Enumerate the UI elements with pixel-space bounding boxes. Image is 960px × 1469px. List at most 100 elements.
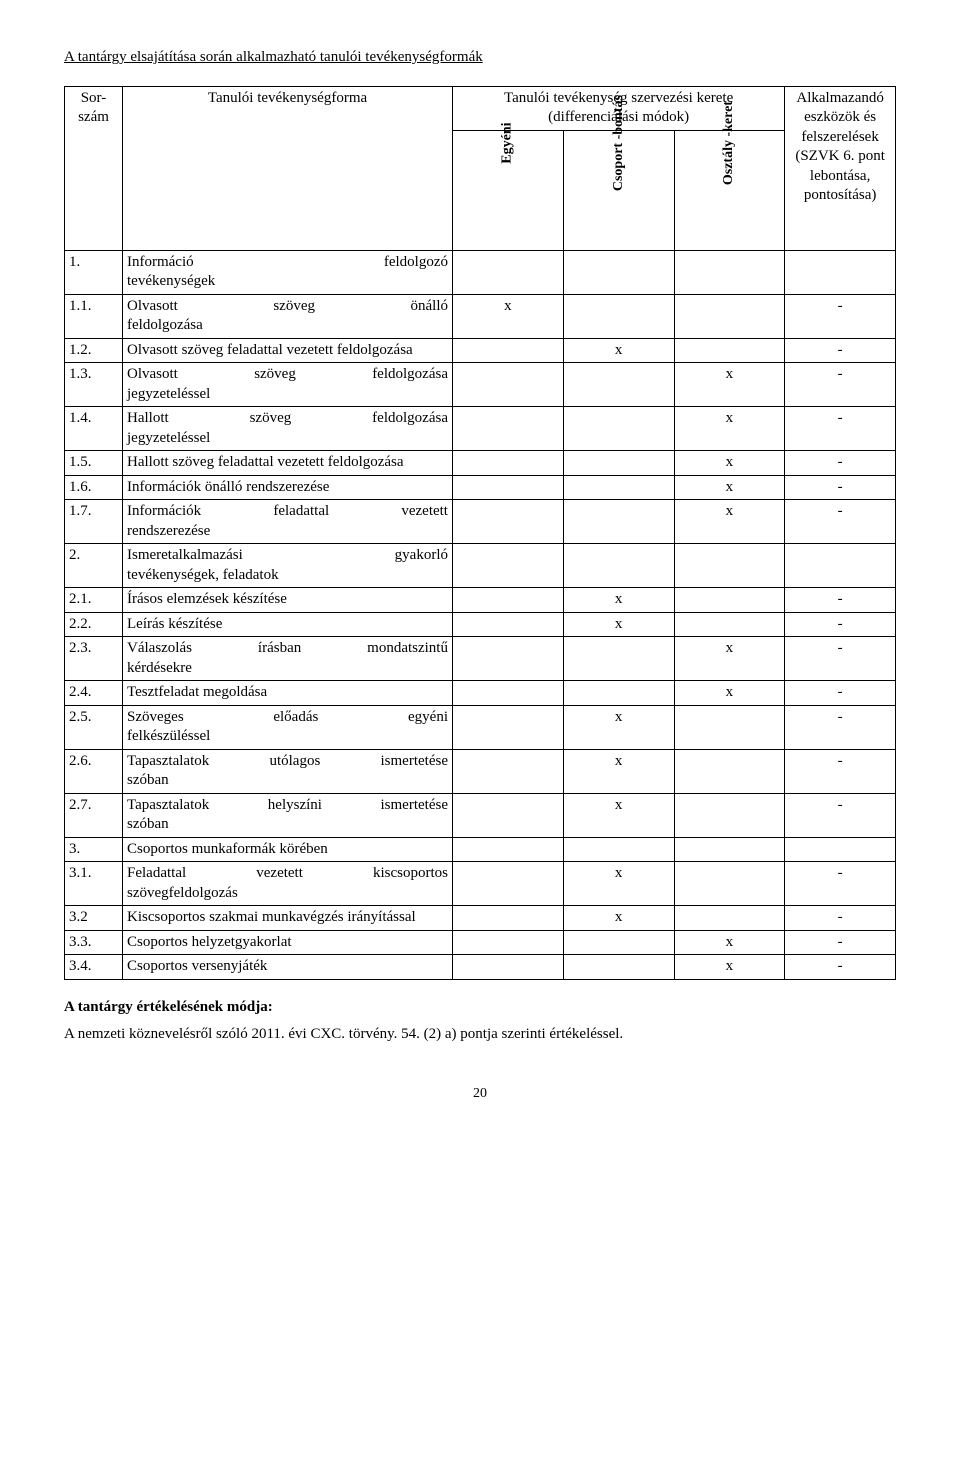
cell-num: 2.1.	[65, 588, 123, 613]
cell-osztaly	[674, 793, 785, 837]
cell-tool: -	[785, 906, 896, 931]
cell-tool: -	[785, 681, 896, 706]
cell-csoport	[563, 955, 674, 980]
cell-activity: Írásos elemzések készítése	[123, 588, 453, 613]
cell-csoport	[563, 363, 674, 407]
cell-tool: -	[785, 338, 896, 363]
table-row: 2.7.Tapasztalatokhelyszíniismertetéseszó…	[65, 793, 896, 837]
cell-tool: -	[785, 637, 896, 681]
table-row: 2.5.Szövegeselőadásegyénifelkészülésselx…	[65, 705, 896, 749]
cell-activity: Tesztfeladat megoldása	[123, 681, 453, 706]
cell-egyeni	[453, 363, 564, 407]
cell-egyeni	[453, 500, 564, 544]
cell-num: 1.	[65, 250, 123, 294]
cell-egyeni	[453, 250, 564, 294]
cell-osztaly: x	[674, 363, 785, 407]
cell-egyeni	[453, 749, 564, 793]
cell-egyeni	[453, 930, 564, 955]
cell-osztaly	[674, 338, 785, 363]
cell-num: 3.1.	[65, 862, 123, 906]
cell-csoport	[563, 250, 674, 294]
cell-csoport: x	[563, 906, 674, 931]
cell-num: 2.6.	[65, 749, 123, 793]
th-osztaly: Osztály -keret	[674, 130, 785, 250]
cell-egyeni	[453, 681, 564, 706]
cell-activity: Szövegeselőadásegyénifelkészüléssel	[123, 705, 453, 749]
cell-csoport	[563, 544, 674, 588]
cell-csoport: x	[563, 588, 674, 613]
cell-csoport	[563, 475, 674, 500]
cell-tool: -	[785, 475, 896, 500]
cell-osztaly	[674, 612, 785, 637]
cell-osztaly: x	[674, 407, 785, 451]
cell-activity: Válaszolásírásbanmondatszintűkérdésekre	[123, 637, 453, 681]
cell-activity: Információk önálló rendszerezése	[123, 475, 453, 500]
cell-osztaly	[674, 294, 785, 338]
cell-tool	[785, 250, 896, 294]
cell-csoport	[563, 407, 674, 451]
th-osztaly-label: Osztály -keret	[720, 101, 738, 185]
cell-csoport: x	[563, 705, 674, 749]
cell-num: 2.4.	[65, 681, 123, 706]
cell-csoport	[563, 930, 674, 955]
cell-num: 2.7.	[65, 793, 123, 837]
table-body: 1.Információfeldolgozótevékenységek1.1.O…	[65, 250, 896, 979]
cell-osztaly	[674, 544, 785, 588]
cell-num: 3.3.	[65, 930, 123, 955]
cell-osztaly	[674, 837, 785, 862]
cell-tool: -	[785, 451, 896, 476]
th-sorszam: Sor-szám	[65, 86, 123, 250]
cell-osztaly	[674, 906, 785, 931]
cell-egyeni	[453, 793, 564, 837]
cell-tool: -	[785, 363, 896, 407]
cell-egyeni	[453, 451, 564, 476]
th-csoport: Csoport -bontás	[563, 130, 674, 250]
th-tools: Alkalmazandó eszközök és felszerelések (…	[785, 86, 896, 250]
cell-tool: -	[785, 862, 896, 906]
table-row: 2.3.Válaszolásírásbanmondatszintűkérdése…	[65, 637, 896, 681]
cell-egyeni	[453, 955, 564, 980]
cell-egyeni	[453, 544, 564, 588]
cell-egyeni	[453, 637, 564, 681]
cell-egyeni	[453, 475, 564, 500]
th-egyeni: Egyéni	[453, 130, 564, 250]
cell-activity: Feladattalvezetettkiscsoportosszövegfeld…	[123, 862, 453, 906]
cell-osztaly: x	[674, 451, 785, 476]
table-row: 2.1.Írásos elemzések készítésex-	[65, 588, 896, 613]
cell-num: 1.3.	[65, 363, 123, 407]
cell-csoport	[563, 837, 674, 862]
cell-osztaly: x	[674, 500, 785, 544]
table-row: 2.2.Leírás készítésex-	[65, 612, 896, 637]
cell-activity: Tapasztalatokutólagosismertetéseszóban	[123, 749, 453, 793]
cell-csoport: x	[563, 749, 674, 793]
table-row: 2.Ismeretalkalmazásigyakorlótevékenysége…	[65, 544, 896, 588]
table-row: 1.4.Hallottszövegfeldolgozásajegyzetelés…	[65, 407, 896, 451]
cell-tool: -	[785, 749, 896, 793]
cell-csoport	[563, 500, 674, 544]
th-tevform: Tanulói tevékenységforma	[123, 86, 453, 250]
cell-egyeni	[453, 588, 564, 613]
cell-tool: -	[785, 407, 896, 451]
cell-activity: Információkfeladattalvezetettrendszerezé…	[123, 500, 453, 544]
cell-csoport	[563, 294, 674, 338]
table-row: 3.1.Feladattalvezetettkiscsoportosszöveg…	[65, 862, 896, 906]
cell-csoport: x	[563, 338, 674, 363]
cell-num: 1.1.	[65, 294, 123, 338]
cell-num: 1.2.	[65, 338, 123, 363]
cell-activity: Olvasottszövegönállófeldolgozása	[123, 294, 453, 338]
table-row: 3.2Kiscsoportos szakmai munkavégzés irán…	[65, 906, 896, 931]
cell-activity: Olvasottszövegfeldolgozásajegyzeteléssel	[123, 363, 453, 407]
cell-num: 1.7.	[65, 500, 123, 544]
cell-osztaly: x	[674, 637, 785, 681]
cell-osztaly	[674, 749, 785, 793]
cell-osztaly	[674, 705, 785, 749]
cell-num: 3.2	[65, 906, 123, 931]
cell-tool	[785, 837, 896, 862]
cell-osztaly: x	[674, 955, 785, 980]
cell-egyeni	[453, 612, 564, 637]
table-row: 2.4.Tesztfeladat megoldásax-	[65, 681, 896, 706]
evaluation-text: A nemzeti köznevelésről szóló 2011. évi …	[64, 1025, 896, 1045]
table-row: 1.2.Olvasott szöveg feladattal vezetett …	[65, 338, 896, 363]
cell-csoport	[563, 451, 674, 476]
table-row: 1.1.Olvasottszövegönállófeldolgozásax-	[65, 294, 896, 338]
